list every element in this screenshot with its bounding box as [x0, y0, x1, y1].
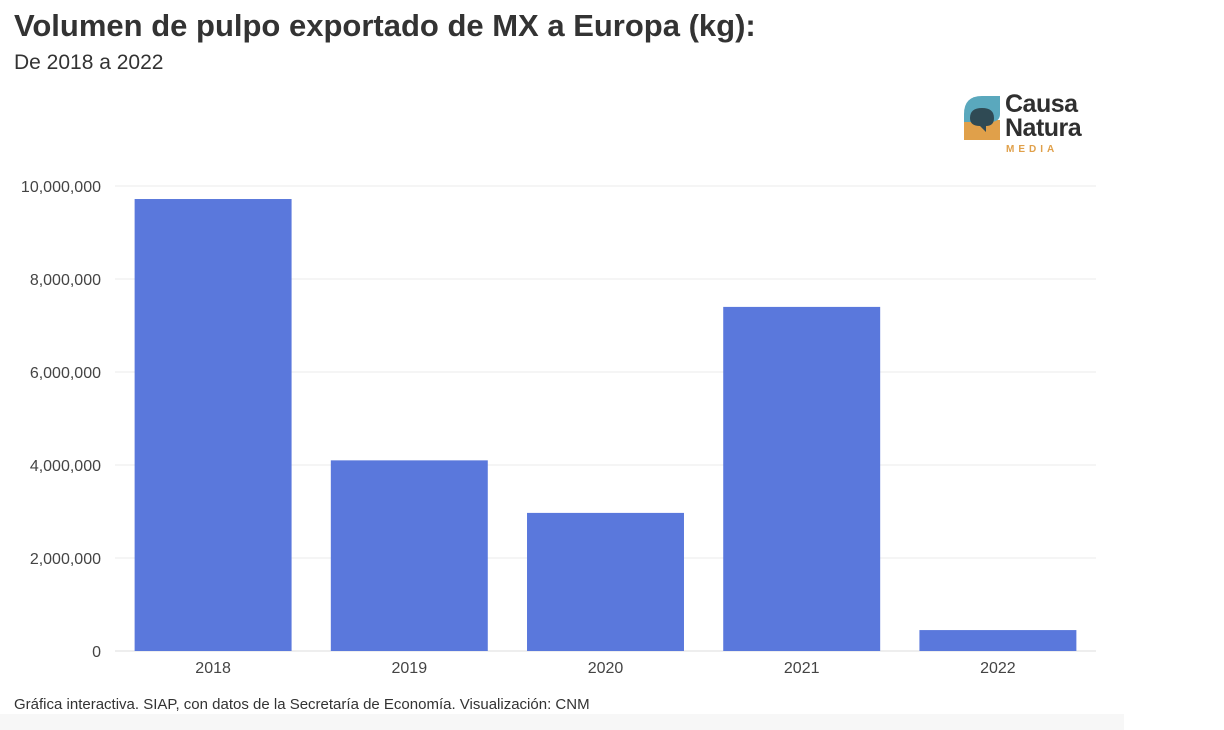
- y-tick-label: 8,000,000: [30, 272, 101, 289]
- chart-subtitle: De 2018 a 2022: [14, 51, 164, 74]
- chart-bars: [134, 199, 1077, 651]
- bar-2018[interactable]: [134, 199, 292, 651]
- logo-word-causa: Causa: [1005, 90, 1078, 118]
- y-tick-label: 4,000,000: [30, 458, 101, 475]
- x-tick-label: 2018: [195, 660, 231, 677]
- logo-word-media: MEDIA: [1006, 144, 1059, 155]
- bar-2021[interactable]: [723, 306, 881, 651]
- x-axis-ticks: 2018 2019 2020 2021 2022: [195, 660, 1015, 677]
- y-tick-label: 6,000,000: [30, 365, 101, 382]
- x-tick-label: 2019: [392, 660, 428, 677]
- bar-chart: 0 2,000,000 4,000,000 6,000,000 8,000,000 10,…: [21, 179, 1096, 677]
- y-tick-label: 0: [92, 644, 101, 661]
- logo-wordmark: Causa Natura: [1005, 90, 1082, 142]
- y-axis-ticks: 0 2,000,000 4,000,000 6,000,000 8,000,000 10,…: [21, 179, 101, 661]
- x-tick-label: 2020: [588, 660, 624, 677]
- chart-footer-source: Gráfica interactiva. SIAP, con datos de …: [14, 696, 590, 713]
- x-tick-label: 2022: [980, 660, 1016, 677]
- y-tick-label: 2,000,000: [30, 551, 101, 568]
- bar-2022[interactable]: [919, 630, 1077, 651]
- bar-2019[interactable]: [330, 460, 488, 651]
- logo-icon: [964, 96, 1000, 140]
- bar-2020[interactable]: [527, 512, 684, 651]
- logo-word-natura: Natura: [1005, 114, 1082, 142]
- x-tick-label: 2021: [784, 660, 820, 677]
- causa-natura-logo: Causa Natura MEDIA: [962, 92, 1112, 158]
- chart-title: Volumen de pulpo exportado de MX a Europ…: [14, 8, 756, 43]
- bottom-strip: [0, 714, 1124, 730]
- y-tick-label: 10,000,000: [21, 179, 101, 196]
